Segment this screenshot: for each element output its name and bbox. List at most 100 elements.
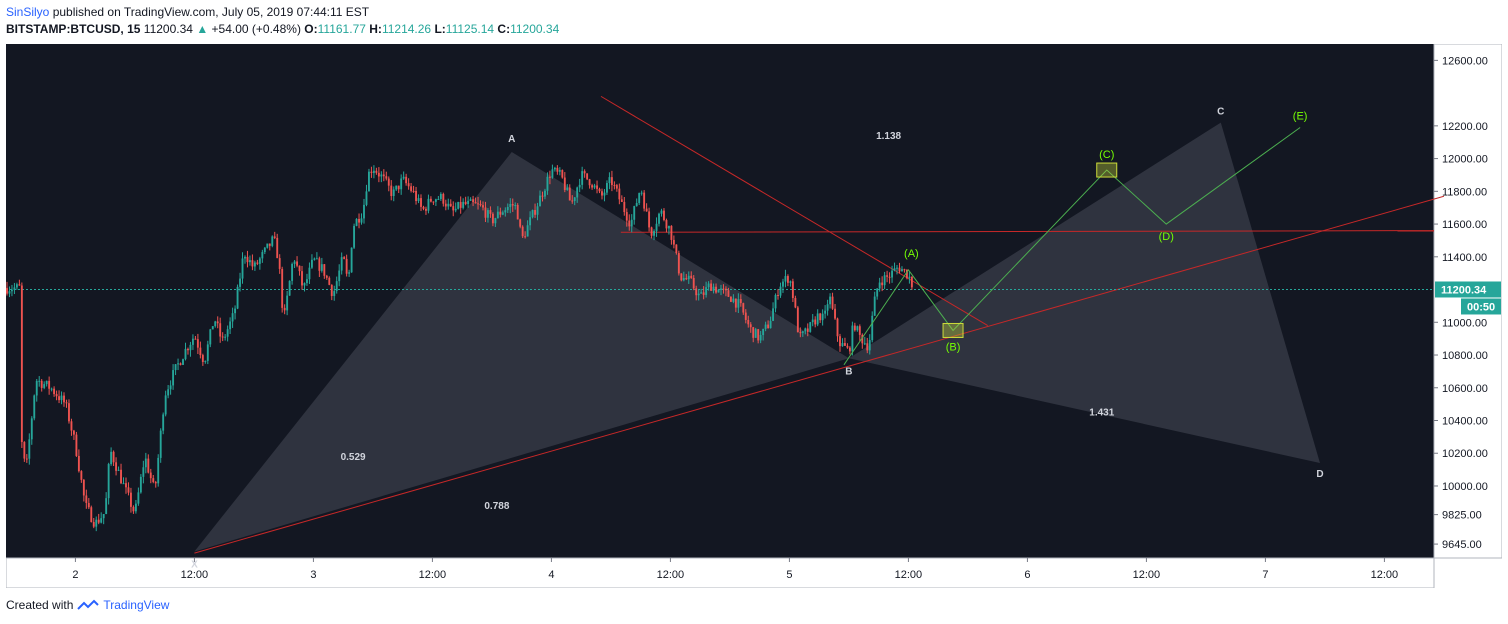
symbol-label[interactable]: BITSTAMP:BTCUSD, 15 — [6, 22, 141, 36]
pattern-label-b: B — [845, 366, 852, 377]
candle-body — [742, 303, 745, 313]
candle-body — [851, 325, 854, 352]
candle-body — [881, 282, 884, 286]
x-tick-label: 12:00 — [657, 569, 685, 581]
candle-body — [380, 174, 383, 177]
candle-body — [214, 321, 217, 327]
candle-body — [72, 430, 75, 435]
y-tick-label: 11600.00 — [1442, 219, 1487, 231]
candle-body — [586, 173, 589, 180]
candle-body — [154, 482, 157, 484]
wave-c-target-box[interactable] — [1096, 162, 1118, 178]
candle-body — [263, 247, 266, 253]
y-tick-label: 12000.00 — [1442, 154, 1488, 166]
candle-body — [18, 284, 21, 286]
candle-body — [467, 200, 470, 205]
up-arrow-icon: ▲ — [196, 22, 209, 36]
wave-b-target-box[interactable] — [942, 322, 964, 338]
last-price-badge-label: 11200.34 — [1441, 284, 1487, 296]
candle-body — [868, 340, 871, 351]
candle-body — [504, 210, 507, 213]
candle-body — [791, 281, 794, 299]
y-tick-label: 11400.00 — [1442, 252, 1487, 264]
candle-body — [159, 430, 162, 458]
candle-body — [410, 186, 413, 191]
candle-body — [184, 348, 187, 360]
wave-label-a: (A) — [904, 248, 919, 260]
candle-body — [762, 328, 765, 336]
chart-header: SinSilyo published on TradingView.com, J… — [6, 4, 559, 38]
candle-body — [335, 281, 338, 292]
ratio-bd: 1.431 — [1089, 408, 1114, 419]
horizontal-resistance-line[interactable] — [620, 230, 1435, 233]
candle-body — [608, 177, 611, 184]
candle-body — [729, 296, 732, 302]
candle-body — [30, 418, 33, 440]
candle-body — [908, 276, 911, 279]
candle-body — [638, 193, 641, 204]
candle-body — [767, 324, 770, 329]
candle-body — [206, 344, 209, 361]
candle-body — [6, 287, 8, 294]
candle-body — [291, 263, 294, 281]
candle-body — [856, 326, 859, 331]
ratio-ab: 1.138 — [876, 131, 901, 142]
candle-body — [139, 476, 142, 493]
candle-body — [395, 185, 398, 190]
candle-body — [444, 203, 447, 207]
candle-body — [268, 243, 271, 246]
candle-body — [801, 331, 804, 333]
candle-body — [177, 363, 179, 365]
candle-body — [387, 178, 390, 186]
wave-path[interactable] — [843, 127, 1301, 366]
candle-body — [28, 439, 31, 459]
candle-body — [739, 299, 742, 304]
close-value: 11200.34 — [510, 22, 560, 36]
candle-body — [405, 176, 408, 184]
candle-body — [556, 167, 559, 172]
candle-body — [459, 202, 462, 208]
candle-body — [325, 275, 328, 278]
candle-body — [209, 329, 212, 345]
candle-body — [251, 260, 254, 267]
candle-body — [905, 269, 908, 279]
created-with: Created with — [6, 598, 74, 612]
x-tick-label: 12:00 — [181, 569, 209, 581]
falling-trendline[interactable] — [600, 95, 989, 326]
candle-body — [871, 315, 874, 341]
candle-body — [40, 380, 43, 388]
candle-body — [601, 191, 603, 196]
candle-body — [509, 203, 512, 207]
candle-body — [407, 183, 410, 187]
candle-body — [191, 338, 194, 345]
candle-body — [293, 261, 296, 264]
candle-body — [122, 483, 125, 485]
candle-body — [8, 291, 11, 294]
tradingview-brand[interactable]: TradingView — [103, 598, 170, 612]
candle-body — [432, 201, 435, 203]
pattern-label-c: C — [1217, 107, 1224, 118]
candle-body — [794, 298, 797, 308]
candle-body — [372, 170, 375, 173]
candle-body — [449, 203, 452, 207]
candle-body — [848, 347, 851, 352]
price-chart[interactable]: X A B C D 0.529 0.788 1.138 1.431 (A) (B) (C) (D) (E)… — [6, 44, 1502, 588]
countdown-label: 00:50 — [1467, 301, 1495, 313]
candle-body — [249, 260, 251, 263]
candle-body — [38, 380, 41, 382]
candle-body — [462, 201, 465, 208]
x-tick-label: 12:00 — [1133, 569, 1161, 581]
candle-body — [13, 287, 16, 290]
candle-body — [375, 170, 378, 173]
candle-body — [769, 320, 772, 329]
candle-body — [201, 355, 204, 362]
candle-body — [749, 324, 752, 328]
candle-body — [901, 269, 903, 272]
candle-body — [804, 328, 807, 332]
author-link[interactable]: SinSilyo — [6, 5, 50, 19]
candle-body — [633, 206, 636, 220]
ratio-xb: 0.529 — [341, 452, 366, 463]
rising-trendline[interactable] — [194, 195, 1445, 554]
time-axis[interactable] — [6, 557, 1435, 588]
candle-body — [258, 258, 261, 264]
